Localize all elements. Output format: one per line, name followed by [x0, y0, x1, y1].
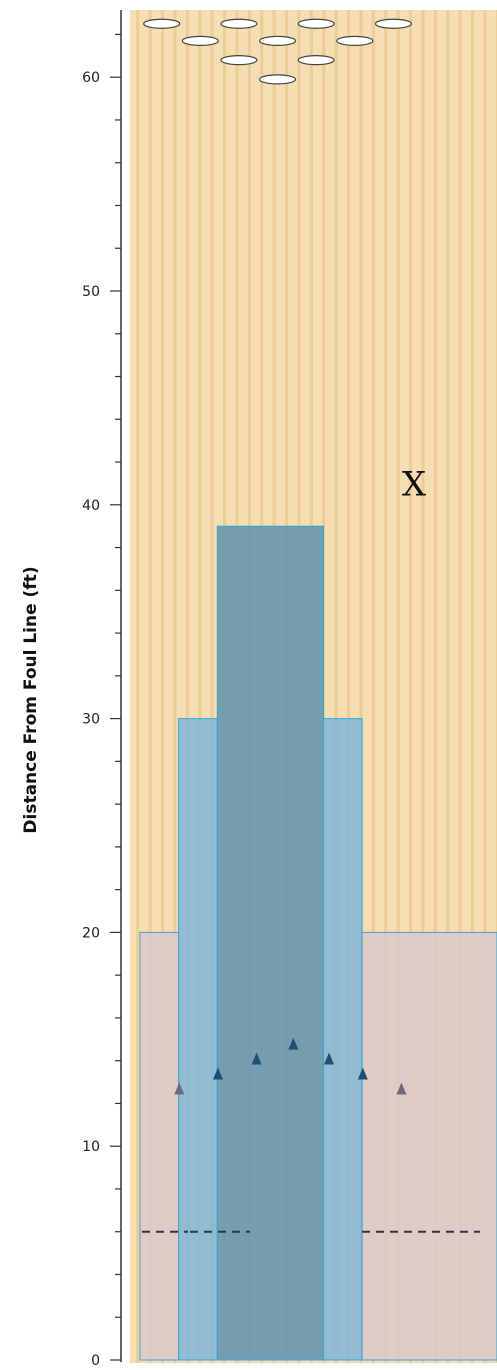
- target-marker: X: [402, 464, 427, 504]
- pin: [258, 35, 297, 46]
- pin: [336, 35, 374, 46]
- lane-board: [458, 10, 462, 1363]
- lane-board: [409, 10, 413, 1363]
- lane-board: [433, 10, 437, 1363]
- oil-zone: [139, 931, 180, 1361]
- lane-board: [210, 10, 214, 1363]
- pin: [374, 18, 413, 29]
- lane-arrow: [288, 1037, 299, 1050]
- lane-board: [334, 10, 338, 1363]
- y-tick-label: 30: [82, 712, 100, 728]
- oil-zone: [361, 931, 497, 1361]
- y-tick-label: 40: [82, 498, 100, 514]
- y-axis: 0 10 20 30 40 50 60: [82, 10, 122, 1369]
- pin: [297, 18, 335, 29]
- lane-board: [495, 10, 497, 1363]
- lane-board: [347, 10, 351, 1363]
- lane-arrows: [174, 1037, 407, 1095]
- lane-arrow: [174, 1082, 185, 1095]
- lane-board: [173, 10, 177, 1363]
- lane-board: [384, 10, 388, 1363]
- y-tick-label: 0: [91, 1353, 100, 1369]
- y-tick-label: 20: [82, 925, 100, 941]
- y-tick-label: 50: [82, 284, 100, 300]
- pin: [220, 18, 258, 29]
- y-axis-title: Distance From Foul Line (ft): [21, 566, 41, 833]
- y-axis-ticks: 0 10 20 30 40 50 60: [82, 33, 121, 1369]
- lane-board: [371, 10, 375, 1363]
- lane-arrow: [396, 1082, 407, 1095]
- lane-board: [161, 10, 165, 1363]
- lane-board: [483, 10, 487, 1363]
- lane-board: [359, 10, 363, 1363]
- oil-zone: [323, 718, 363, 1361]
- lane-arrow: [212, 1067, 223, 1080]
- lane-board: [446, 10, 450, 1363]
- lane-board: [198, 10, 202, 1363]
- pin: [143, 18, 181, 29]
- lane-board: [471, 10, 475, 1363]
- lane-board: [148, 10, 152, 1363]
- pin: [258, 74, 297, 85]
- lane-arrow: [324, 1052, 335, 1065]
- lane-arrow: [357, 1067, 368, 1080]
- oil-zones: [139, 525, 497, 1361]
- pin: [181, 35, 219, 46]
- lane-board: [396, 10, 400, 1363]
- lane-board: [421, 10, 425, 1363]
- pin: [297, 54, 335, 66]
- y-tick-label: 60: [82, 70, 100, 86]
- pin-deck: [143, 18, 413, 85]
- y-tick-label: 10: [82, 1139, 100, 1155]
- lane-arrow: [251, 1052, 262, 1065]
- oil-zone: [216, 525, 324, 1361]
- lane-board: [185, 10, 189, 1363]
- lane-board: [136, 10, 140, 1363]
- oil-zone: [178, 718, 218, 1361]
- pin: [220, 54, 258, 66]
